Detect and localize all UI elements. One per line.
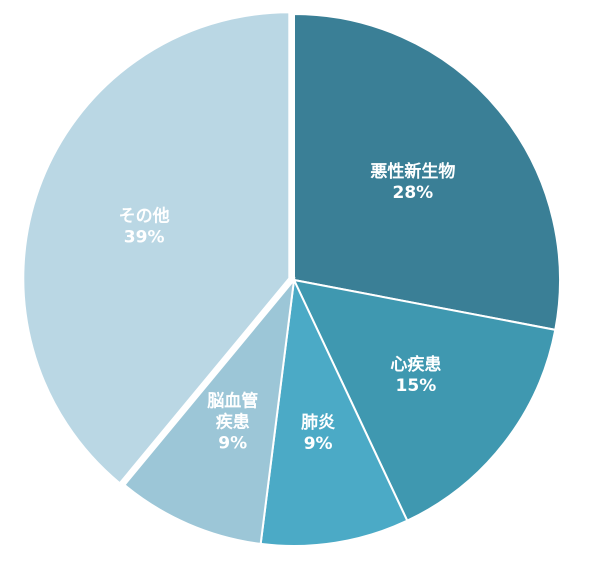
slice-1-label: 心疾患 15% <box>390 354 441 396</box>
slice-1-wedge <box>292 278 557 523</box>
slice-0-label: 悪性新生物 28% <box>370 161 455 203</box>
slice-3-label: 脳血管疾患 9% <box>207 391 258 454</box>
slices-layer <box>22 11 561 547</box>
slice-2-wedge <box>259 276 409 547</box>
slice-2-name: 肺炎 <box>301 413 335 433</box>
slice-0-wedge <box>293 12 561 332</box>
slice-0-percent: 28% <box>393 183 434 203</box>
slice-2-label: 肺炎 9% <box>301 413 335 454</box>
slice-4-label: その他 39% <box>119 206 170 248</box>
slice-1-name: 心疾患 <box>390 354 441 375</box>
slice-3-wedge <box>123 276 296 546</box>
slice-0-name: 悪性新生物 <box>370 161 455 182</box>
slice-2-percent: 9% <box>304 434 333 454</box>
slice-1-percent: 15% <box>396 376 437 396</box>
slice-4-name: その他 <box>119 206 170 227</box>
slice-4-wedge <box>22 11 291 485</box>
labels-layer: 悪性新生物 28%心疾患 15%肺炎 9%脳血管疾患 9%その他 39% <box>119 161 456 454</box>
slice-3-percent: 9% <box>218 434 247 454</box>
slice-4-percent: 39% <box>124 228 165 248</box>
slice-3-name: 疾患 <box>216 412 250 433</box>
slice-3-name: 脳血管 <box>207 391 258 412</box>
